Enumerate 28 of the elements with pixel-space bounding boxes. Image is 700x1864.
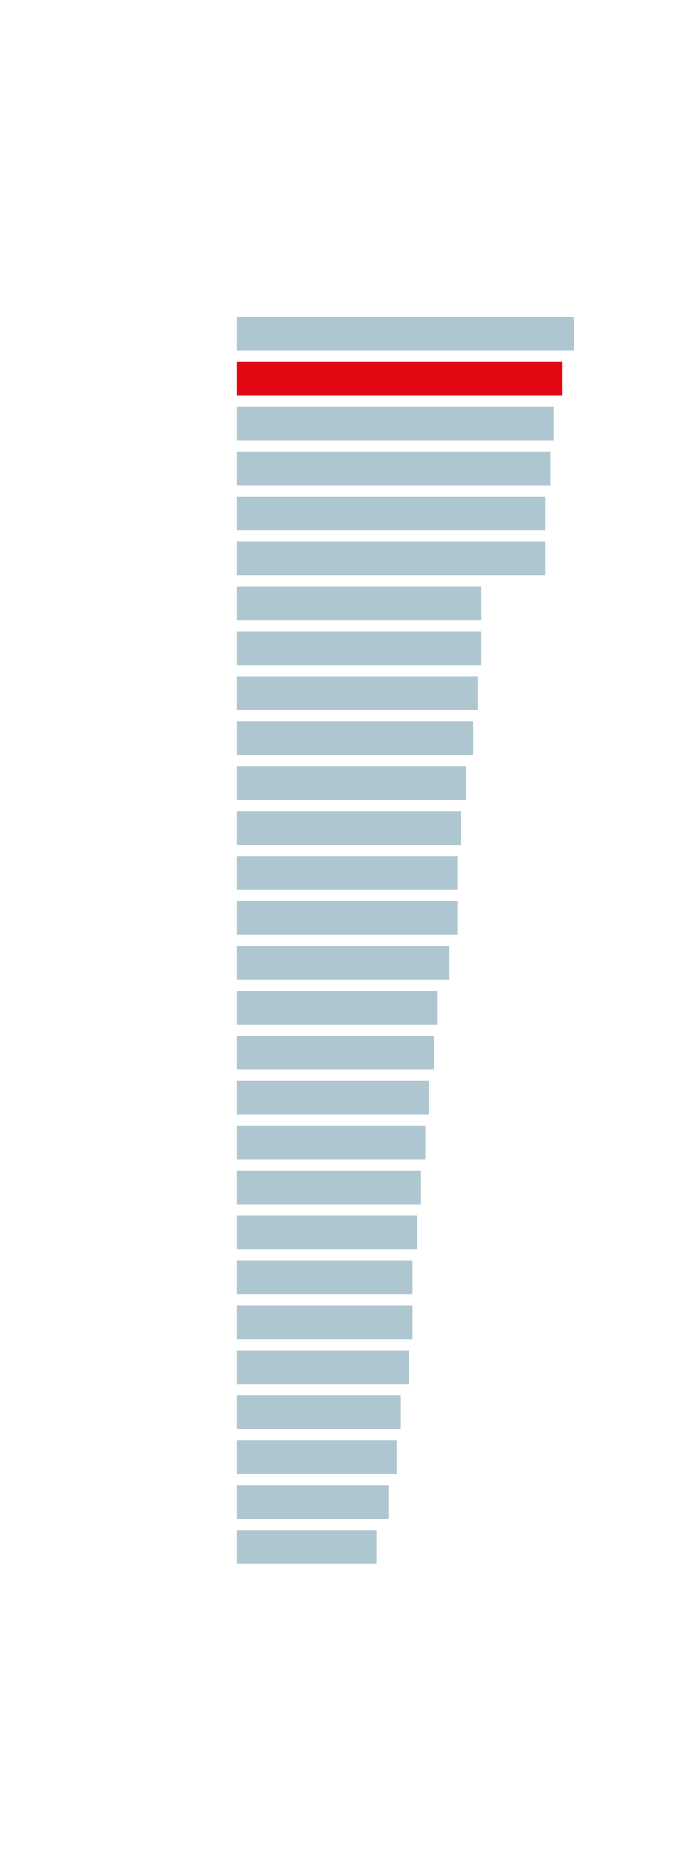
- bar: [236, 856, 458, 890]
- bar: [236, 946, 450, 980]
- bar: [236, 901, 458, 935]
- bar: [236, 1305, 413, 1340]
- bar: [236, 811, 461, 845]
- bar: [236, 1485, 389, 1519]
- bar: [236, 1260, 413, 1295]
- bar: [236, 766, 467, 800]
- bar: [236, 721, 474, 756]
- bar: [236, 1035, 434, 1070]
- bar: [236, 1125, 426, 1160]
- bar: [236, 631, 482, 666]
- bar: [236, 541, 546, 576]
- bar: [236, 990, 438, 1025]
- bar: [236, 1530, 377, 1564]
- bar: [236, 1170, 421, 1205]
- bar: [236, 1215, 418, 1250]
- bar: [236, 361, 563, 396]
- bar: [236, 1395, 401, 1430]
- bar: [236, 1080, 429, 1115]
- bar: [236, 676, 478, 711]
- bar: [236, 586, 482, 621]
- bar: [236, 1350, 410, 1385]
- bar: [236, 451, 551, 486]
- bar: [236, 316, 574, 351]
- bar: [236, 496, 546, 531]
- bar: [236, 406, 554, 441]
- bar: [236, 1440, 397, 1474]
